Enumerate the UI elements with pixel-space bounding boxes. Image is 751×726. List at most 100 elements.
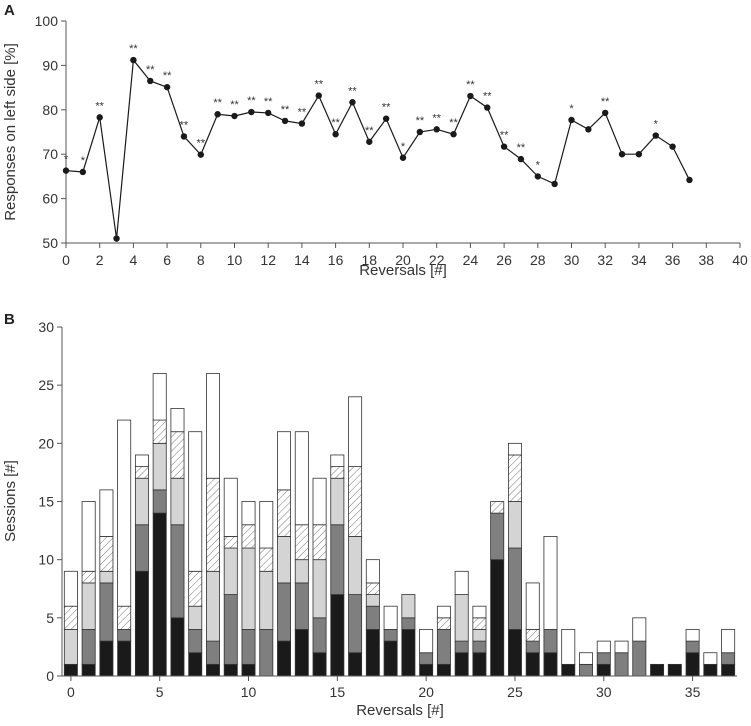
bar-segment-white (543, 536, 558, 630)
x-tick-label: 38 (699, 252, 715, 268)
bar-segment-white (81, 501, 96, 572)
bar-segment-black (561, 663, 576, 677)
significance-label: ** (382, 102, 391, 114)
panel-b-x-axis-label: Reversals [#] (356, 702, 444, 719)
x-tick-label: 35 (685, 684, 701, 700)
bar-segment-white (685, 629, 700, 642)
x-tick-label: 25 (507, 684, 523, 700)
bar-segment-dark-gray (277, 582, 292, 642)
bar-segment-hatched (223, 536, 238, 549)
x-tick-label: 2 (96, 252, 104, 268)
data-point (686, 176, 693, 184)
bar-segment-light-gray (259, 570, 274, 630)
bar-segment-light-gray (188, 605, 203, 630)
bar-segment-dark-gray (632, 640, 647, 677)
bar-segment-black (685, 652, 700, 677)
y-tick-label: 80 (42, 102, 58, 118)
data-point (248, 108, 255, 116)
x-tick-label: 6 (163, 252, 171, 268)
y-tick-label: 10 (38, 552, 54, 568)
bar-segment-hatched (525, 629, 540, 642)
significance-label: * (569, 103, 574, 115)
bar-segment-black (312, 652, 327, 677)
bar-segment-white (294, 431, 309, 526)
y-tick-label: 5 (46, 610, 54, 626)
y-tick-label: 15 (38, 494, 54, 510)
bar-segment-hatched (348, 466, 363, 537)
y-tick-label: 20 (38, 435, 54, 451)
data-point (113, 235, 120, 242)
series-line (65, 58, 690, 239)
bar-segment-dark-gray (223, 594, 238, 665)
x-tick-label: 12 (260, 252, 276, 268)
bar-segment-dark-gray (206, 640, 220, 665)
bar-segment-black (330, 594, 345, 677)
bar-segment-hatched (436, 617, 451, 630)
bar-segment-white (259, 501, 274, 549)
bar-segment-dark-gray (721, 652, 736, 665)
bar-segment-black (63, 663, 78, 677)
bar-segment-white (472, 605, 487, 619)
significance-label: ** (230, 99, 239, 111)
bar-segment-black (525, 652, 540, 677)
bar-segment-hatched (259, 547, 274, 572)
data-point (602, 109, 609, 117)
bar-segment-light-gray (348, 536, 363, 595)
data-point (349, 99, 356, 106)
bar-segment-dark-gray (241, 629, 256, 665)
bar-segment-dark-gray (348, 594, 363, 654)
data-point (517, 155, 525, 163)
bar-segment-dark-gray (99, 582, 114, 642)
data-point (163, 83, 171, 91)
bar-segment-dark-gray (294, 582, 309, 630)
bar-segment-black (152, 512, 167, 677)
data-point (147, 77, 154, 85)
bar-segment-hatched (312, 524, 327, 561)
significance-label: ** (517, 142, 526, 154)
bar-segment-light-gray (152, 442, 167, 491)
bar-segment-white (632, 617, 647, 642)
data-point (366, 138, 373, 145)
significance-label: * (536, 159, 541, 171)
bar-segment-black (277, 640, 292, 677)
x-tick-label: 34 (631, 252, 647, 268)
bar-segment-white (419, 629, 434, 654)
bar-segment-black (365, 629, 380, 677)
data-point (130, 56, 137, 64)
significance-label: ** (483, 91, 492, 103)
y-tick-label: 100 (35, 13, 59, 29)
bar-segment-black (472, 652, 487, 677)
bar-segment-hatched (99, 536, 114, 572)
bar-segment-white (348, 396, 363, 467)
bar-segment-dark-gray (365, 605, 380, 630)
x-tick-label: 15 (330, 684, 346, 700)
data-point (450, 131, 457, 138)
x-tick-label: 0 (62, 252, 70, 268)
data-point (214, 111, 221, 118)
x-tick-label: 22 (429, 252, 445, 268)
data-point (382, 115, 390, 122)
significance-label: ** (601, 96, 610, 108)
panel-b-y-axis-label: Sessions [#] (2, 460, 19, 542)
data-point (467, 92, 474, 100)
bar-segment-white (188, 431, 203, 572)
data-point (180, 133, 188, 140)
bar-segment-light-gray (401, 594, 416, 619)
bar-segment-light-gray (294, 559, 309, 584)
x-tick-label: 30 (596, 684, 612, 700)
y-tick-label: 60 (42, 191, 58, 207)
bar-segment-dark-gray (596, 652, 611, 665)
x-tick-label: 24 (463, 252, 479, 268)
x-tick-label: 26 (496, 252, 512, 268)
bar-segment-dark-gray (330, 524, 345, 595)
bar-segment-dark-gray (543, 629, 558, 654)
bar-segment-white (561, 629, 576, 665)
significance-label: ** (298, 107, 307, 119)
bar-segment-dark-gray (419, 652, 434, 665)
x-tick-label: 40 (732, 252, 748, 268)
bar-segment-white (312, 477, 327, 526)
significance-label: * (64, 154, 69, 166)
panel-a-label: A (4, 2, 15, 19)
bar-segment-dark-gray (436, 629, 451, 665)
x-tick-label: 16 (328, 252, 344, 268)
